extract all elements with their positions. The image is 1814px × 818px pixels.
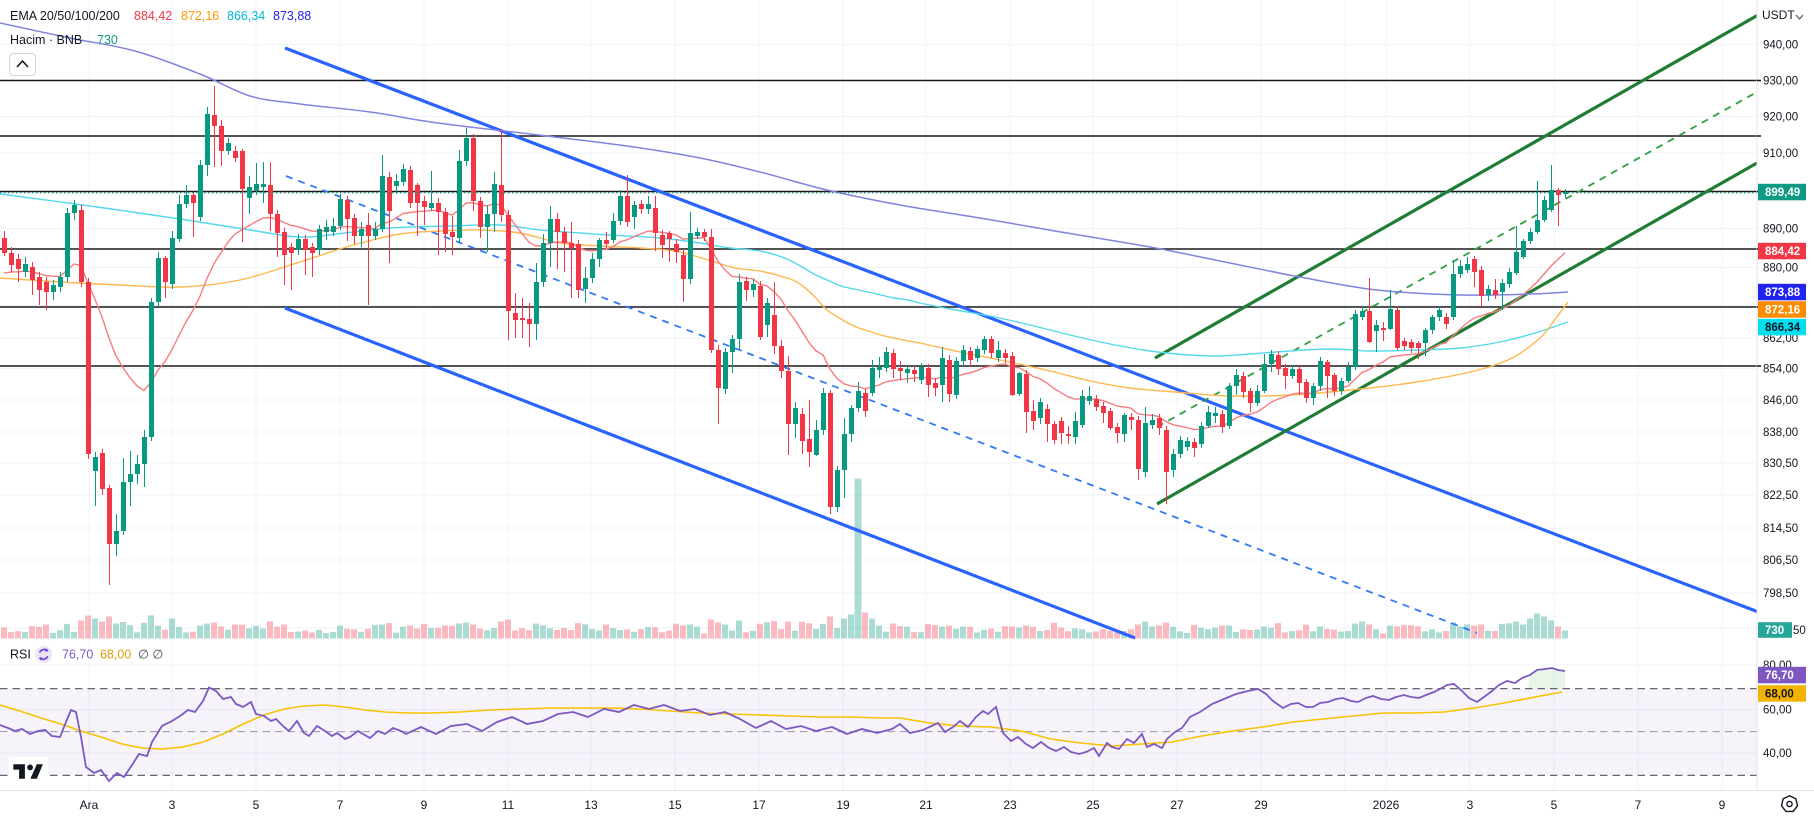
svg-text:880,00: 880,00 (1763, 263, 1798, 275)
svg-text:873,88: 873,88 (1765, 287, 1801, 299)
svg-text:3: 3 (169, 798, 176, 812)
svg-text:3: 3 (1467, 798, 1474, 812)
svg-text:11: 11 (502, 798, 515, 812)
svg-text:25: 25 (1086, 798, 1100, 812)
svg-text:910,00: 910,00 (1763, 148, 1798, 160)
svg-text:2026: 2026 (1373, 798, 1400, 812)
svg-text:50: 50 (1793, 625, 1806, 637)
svg-text:29: 29 (1254, 798, 1268, 812)
svg-text:EMA 20/50/100/200: EMA 20/50/100/200 (10, 9, 120, 23)
svg-text:930,00: 930,00 (1763, 76, 1798, 88)
svg-text:873,88: 873,88 (273, 9, 311, 23)
svg-text:920,00: 920,00 (1763, 112, 1798, 124)
svg-text:806,50: 806,50 (1763, 555, 1798, 567)
svg-text:838,00: 838,00 (1763, 427, 1798, 439)
svg-text:872,16: 872,16 (181, 9, 219, 23)
svg-text:9: 9 (421, 798, 428, 812)
svg-text:Hacim · BNB: Hacim · BNB (10, 33, 82, 47)
svg-text:730: 730 (1765, 625, 1784, 637)
svg-text:940,00: 940,00 (1763, 40, 1798, 52)
svg-text:76,70: 76,70 (62, 648, 93, 662)
svg-text:40,00: 40,00 (1763, 748, 1792, 760)
svg-text:Ara: Ara (80, 798, 99, 812)
svg-text:7: 7 (1635, 798, 1642, 812)
svg-text:19: 19 (836, 798, 850, 812)
svg-text:27: 27 (1170, 798, 1184, 812)
svg-text:884,42: 884,42 (134, 9, 172, 23)
svg-text:862,00: 862,00 (1763, 333, 1798, 345)
svg-text:822,50: 822,50 (1763, 490, 1798, 502)
svg-text:872,16: 872,16 (1765, 305, 1800, 317)
svg-text:730: 730 (97, 33, 118, 47)
svg-text:846,00: 846,00 (1763, 395, 1798, 407)
svg-text:60,00: 60,00 (1763, 705, 1792, 717)
svg-text:866,34: 866,34 (227, 9, 265, 23)
svg-text:7: 7 (337, 798, 344, 812)
svg-text:76,70: 76,70 (1765, 670, 1794, 682)
svg-text:USDT: USDT (1762, 8, 1795, 22)
svg-text:830,50: 830,50 (1763, 458, 1798, 470)
svg-text:890,00: 890,00 (1763, 224, 1798, 236)
svg-text:13: 13 (584, 798, 598, 812)
svg-text:5: 5 (1551, 798, 1558, 812)
svg-text:15: 15 (668, 798, 682, 812)
svg-text:68,00: 68,00 (1765, 689, 1794, 701)
svg-text:866,34: 866,34 (1765, 322, 1801, 334)
svg-text:884,42: 884,42 (1765, 246, 1800, 258)
svg-text:854,00: 854,00 (1763, 364, 1798, 376)
svg-text:68,00: 68,00 (100, 648, 131, 662)
svg-text:RSI: RSI (10, 648, 31, 662)
svg-text:9: 9 (1719, 798, 1726, 812)
svg-text:21: 21 (919, 798, 933, 812)
svg-text:∅ ∅: ∅ ∅ (138, 648, 163, 662)
svg-text:23: 23 (1003, 798, 1017, 812)
svg-text:5: 5 (253, 798, 260, 812)
svg-text:798,50: 798,50 (1763, 588, 1798, 600)
svg-text:17: 17 (752, 798, 766, 812)
svg-text:899,49: 899,49 (1765, 187, 1800, 199)
svg-text:814,50: 814,50 (1763, 523, 1798, 535)
